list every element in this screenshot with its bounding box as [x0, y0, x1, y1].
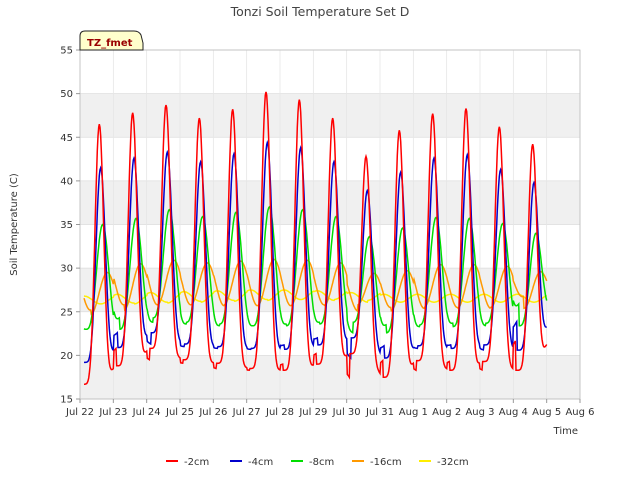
- y-tick-label: 30: [60, 264, 73, 275]
- series-line-minus-4cm: [84, 139, 547, 364]
- x-tick-label: Aug 2: [432, 407, 461, 418]
- legend-label: -4cm: [248, 457, 273, 468]
- x-tick-label: Jul 28: [265, 407, 294, 418]
- y-axis-label: Soil Temperature (C): [9, 173, 20, 276]
- series-line-minus-8cm: [83, 205, 548, 334]
- x-axis-label: Time: [553, 426, 578, 437]
- y-tick-label: 15: [60, 395, 73, 406]
- x-tick-label: Jul 26: [198, 407, 227, 418]
- series-lines: [83, 91, 548, 385]
- y-tick-label: 35: [60, 220, 73, 231]
- x-tick-label: Jul 23: [98, 407, 127, 418]
- y-tick-label: 25: [60, 307, 73, 318]
- x-tick-label: Jul 27: [232, 407, 261, 418]
- legend-label: -8cm: [309, 457, 334, 468]
- y-axis-ticks: 15 20 25 30 35 40 45 50 55: [60, 46, 80, 406]
- x-tick-label: Jul 31: [365, 407, 394, 418]
- background-band: [80, 355, 580, 399]
- background-band: [80, 93, 580, 138]
- x-tick-label: Jul 22: [65, 407, 94, 418]
- y-tick-label: 55: [60, 46, 73, 57]
- site-label-badge: TZ_fmet: [79, 30, 144, 51]
- x-tick-label: Aug 6: [565, 407, 594, 418]
- y-tick-label: 45: [60, 133, 73, 144]
- x-tick-label: Jul 25: [165, 407, 194, 418]
- x-tick-label: Aug 3: [465, 407, 494, 418]
- x-tick-label: Aug 1: [399, 407, 428, 418]
- y-tick-label: 20: [60, 351, 73, 362]
- legend-label: -2cm: [184, 457, 209, 468]
- site-label: TZ_fmet: [87, 38, 133, 49]
- x-axis-ticks: Jul 22 Jul 23 Jul 24 Jul 25 Jul 26 Jul 27 Jul …: [65, 399, 595, 418]
- chart-title: Tonzi Soil Temperature Set D: [230, 4, 410, 19]
- legend: -2cm -4cm -8cm -16cm -32cm: [166, 457, 469, 468]
- x-tick-label: Aug 5: [532, 407, 561, 418]
- y-tick-label: 50: [60, 89, 73, 100]
- x-tick-label: Jul 30: [332, 407, 361, 418]
- legend-label: -16cm: [370, 457, 402, 468]
- y-tick-label: 40: [60, 176, 73, 187]
- x-tick-label: Jul 24: [132, 407, 161, 418]
- x-tick-label: Aug 4: [499, 407, 528, 418]
- legend-label: -32cm: [437, 457, 469, 468]
- series-line-minus-16cm: [83, 258, 548, 316]
- series-line-minus-2cm: [84, 91, 548, 385]
- x-tick-label: Jul 29: [298, 407, 327, 418]
